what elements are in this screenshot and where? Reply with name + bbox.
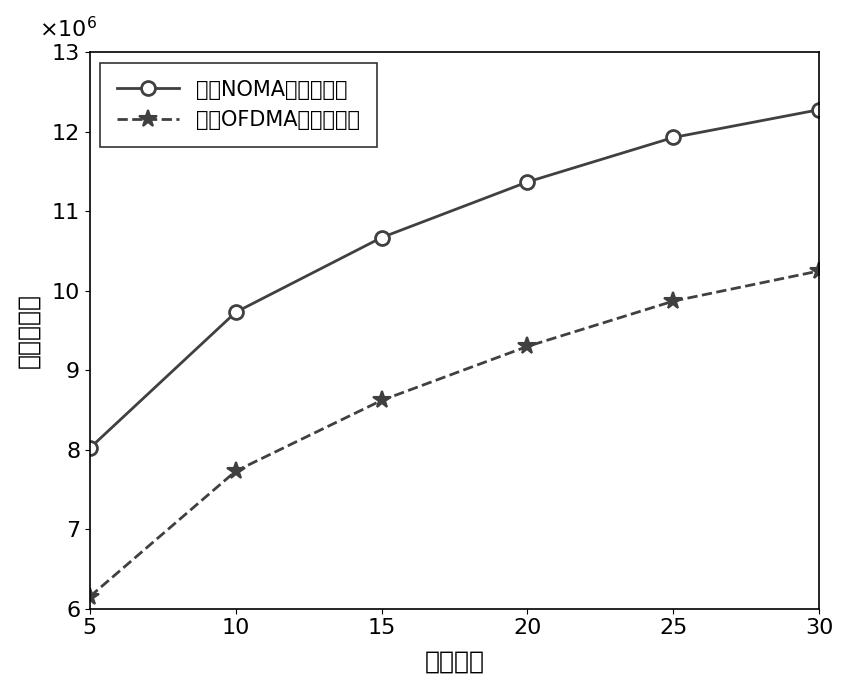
Legend: 基于NOMA的用户调度, 基于OFDMA的用户调度: 基于NOMA的用户调度, 基于OFDMA的用户调度 bbox=[100, 63, 377, 147]
基于OFDMA的用户调度 bbox=[230, 467, 241, 475]
基于NOMA的用户调度 bbox=[668, 133, 678, 141]
基于OFDMA的用户调度 bbox=[85, 593, 95, 601]
基于NOMA的用户调度 bbox=[230, 308, 241, 317]
Line: 基于OFDMA的用户调度: 基于OFDMA的用户调度 bbox=[81, 262, 828, 606]
基于NOMA的用户调度 bbox=[523, 178, 533, 186]
基于NOMA的用户调度 bbox=[814, 106, 824, 114]
基于NOMA的用户调度 bbox=[377, 233, 387, 242]
基于NOMA的用户调度 bbox=[85, 444, 95, 452]
X-axis label: 发射功率: 发射功率 bbox=[424, 649, 484, 673]
Text: $\times10^6$: $\times10^6$ bbox=[39, 16, 97, 41]
基于OFDMA的用户调度 bbox=[523, 342, 533, 351]
基于OFDMA的用户调度 bbox=[814, 267, 824, 275]
基于OFDMA的用户调度 bbox=[377, 396, 387, 404]
Line: 基于NOMA的用户调度: 基于NOMA的用户调度 bbox=[83, 103, 826, 455]
基于OFDMA的用户调度 bbox=[668, 297, 678, 305]
Y-axis label: 最低吩吐量: 最低吩吐量 bbox=[17, 293, 41, 368]
